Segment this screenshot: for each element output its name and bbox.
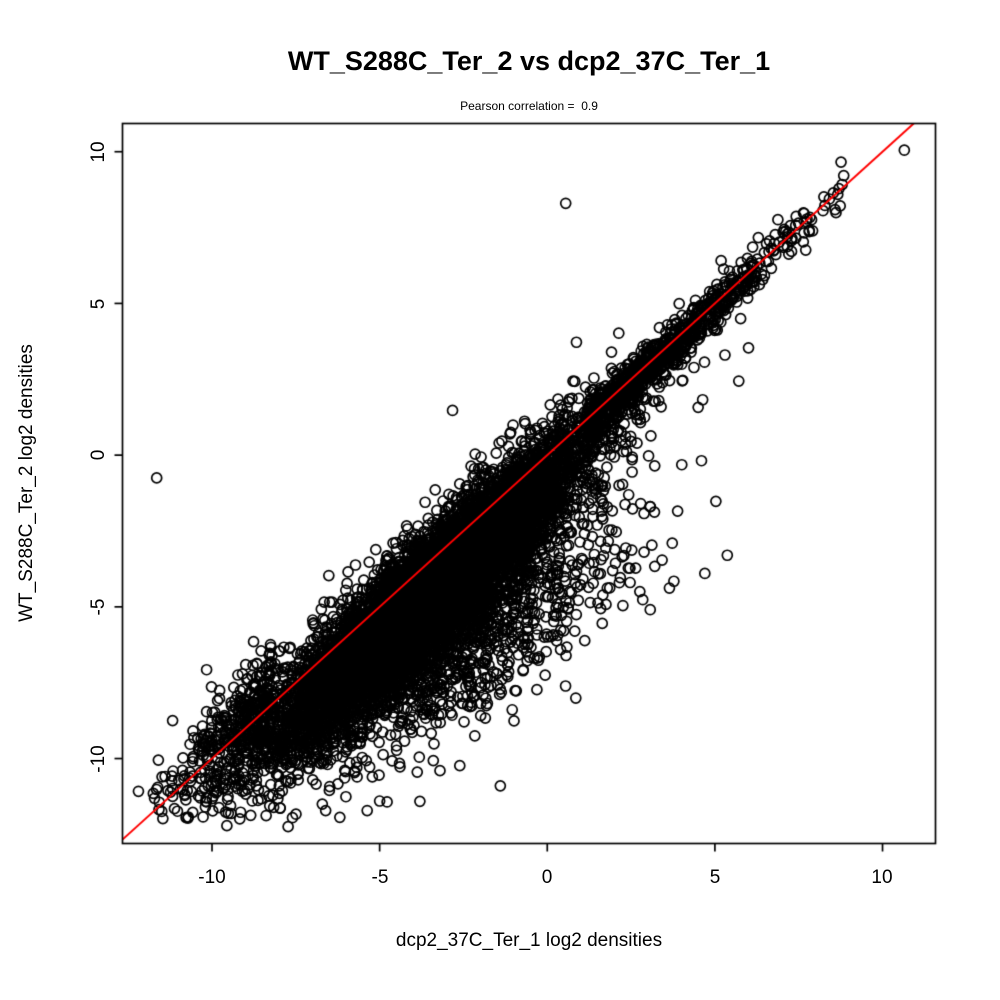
y-axis-label: WT_S288C_Ter_2 log2 densities	[16, 344, 37, 622]
x-tick-label: 10	[871, 867, 893, 888]
x-tick-label: 5	[709, 867, 721, 888]
y-tick-label: -5	[88, 598, 109, 616]
x-tick-label: 0	[541, 867, 553, 888]
chart-title: WT_S288C_Ter_2 vs dcp2_37C_Ter_1	[287, 46, 771, 76]
x-tick-label: -10	[198, 867, 226, 888]
y-tick-label: -10	[88, 745, 109, 773]
x-tick-label: -5	[371, 867, 389, 888]
y-tick-label: 10	[88, 141, 109, 163]
x-axis-label: dcp2_37C_Ter_1 log2 densities	[395, 930, 663, 951]
y-tick-label: 5	[88, 298, 109, 310]
y-tick-label: 0	[88, 449, 109, 461]
chart-subtitle-pearson-correlation: Pearson correlation = 0.9	[460, 99, 598, 113]
